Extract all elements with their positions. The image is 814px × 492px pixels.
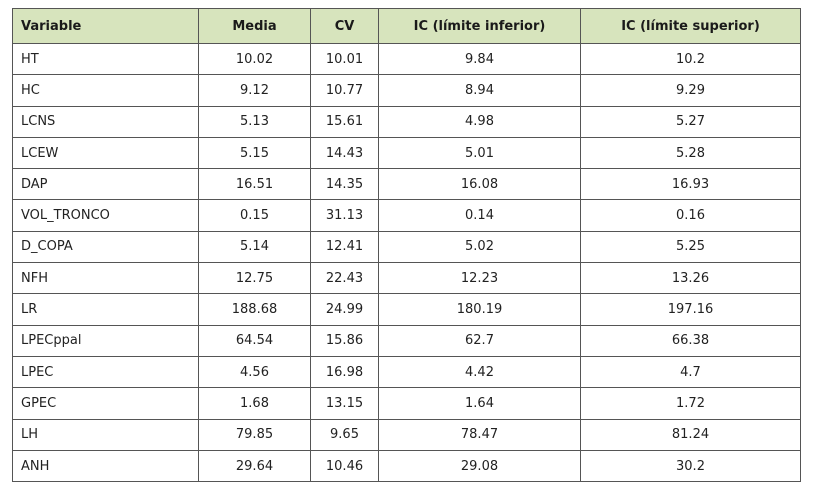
table-row: DAP 16.51 14.35 16.08 16.93 [12,168,801,201]
value-cell: 13.26 [580,262,801,295]
value-cell: 0.16 [580,199,801,232]
value-cell: 16.93 [580,168,801,201]
value-cell: 197.16 [580,293,801,326]
value-cell: 29.64 [198,449,311,483]
header-cell: IC (límite inferior) [378,8,581,44]
value-cell: 10.46 [310,449,379,483]
value-cell: 64.54 [198,324,311,357]
value-cell: 15.61 [310,105,379,138]
value-cell: 5.15 [198,136,311,170]
value-cell: 12.75 [198,262,311,295]
value-cell: 10.2 [580,42,801,76]
table-row: LR 188.68 24.99 180.19 197.16 [12,293,801,326]
value-cell: 180.19 [378,293,581,326]
table-row: HC 9.12 10.77 8.94 9.29 [12,74,801,107]
value-cell: 4.42 [378,355,581,389]
header-cell: Media [198,8,311,44]
table-row: HT 10.02 10.01 9.84 10.2 [12,42,801,76]
value-cell: 81.24 [580,418,801,451]
table-row: GPEC 1.68 13.15 1.64 1.72 [12,387,801,420]
value-cell: 0.14 [378,199,581,232]
value-cell: 9.65 [310,418,379,451]
table-row: LH 79.85 9.65 78.47 81.24 [12,418,801,451]
variable-cell: ANH [12,449,199,483]
value-cell: 14.35 [310,168,379,201]
value-cell: 12.23 [378,262,581,295]
value-cell: 78.47 [378,418,581,451]
variable-cell: GPEC [12,387,199,420]
value-cell: 14.43 [310,136,379,170]
variable-cell: LCNS [12,105,199,138]
value-cell: 1.64 [378,387,581,420]
value-cell: 5.02 [378,230,581,264]
header-row: Variable Media CV IC (límite inferior) IC (l… [12,8,801,44]
value-cell: 0.15 [198,199,311,232]
value-cell: 4.56 [198,355,311,389]
variable-cell: LPEC [12,355,199,389]
variable-cell: D_COPA [12,230,199,264]
value-cell: 5.14 [198,230,311,264]
table-container: Variable Media CV IC (límite inferior) IC (l… [12,8,801,483]
variable-cell: LH [12,418,199,451]
value-cell: 9.29 [580,74,801,107]
table-row: LCEW 5.15 14.43 5.01 5.28 [12,136,801,170]
value-cell: 22.43 [310,262,379,295]
value-cell: 10.77 [310,74,379,107]
variable-cell: VOL_TRONCO [12,199,199,232]
value-cell: 16.98 [310,355,379,389]
table-row: LCNS 5.13 15.61 4.98 5.27 [12,105,801,138]
table-row: NFH 12.75 22.43 12.23 13.26 [12,262,801,295]
variable-cell: LPECppal [12,324,199,357]
value-cell: 30.2 [580,449,801,483]
table-row: ANH 29.64 10.46 29.08 30.2 [12,449,801,483]
value-cell: 8.94 [378,74,581,107]
value-cell: 5.13 [198,105,311,138]
value-cell: 5.28 [580,136,801,170]
variable-cell: DAP [12,168,199,201]
value-cell: 24.99 [310,293,379,326]
table-row: VOL_TRONCO 0.15 31.13 0.14 0.16 [12,199,801,232]
header-cell: IC (límite superior) [580,8,801,44]
value-cell: 9.12 [198,74,311,107]
value-cell: 13.15 [310,387,379,420]
value-cell: 9.84 [378,42,581,76]
value-cell: 5.27 [580,105,801,138]
value-cell: 31.13 [310,199,379,232]
value-cell: 188.68 [198,293,311,326]
table-body: HT 10.02 10.01 9.84 10.2 HC 9.12 10.77 8.94 9.29 L… [12,42,801,483]
table-header: Variable Media CV IC (límite inferior) IC (l… [12,8,801,44]
value-cell: 16.51 [198,168,311,201]
variable-cell: HT [12,42,199,76]
value-cell: 12.41 [310,230,379,264]
table-row: LPECppal 64.54 15.86 62.7 66.38 [12,324,801,357]
value-cell: 4.7 [580,355,801,389]
value-cell: 1.68 [198,387,311,420]
value-cell: 1.72 [580,387,801,420]
variable-cell: NFH [12,262,199,295]
value-cell: 5.01 [378,136,581,170]
value-cell: 5.25 [580,230,801,264]
value-cell: 62.7 [378,324,581,357]
value-cell: 15.86 [310,324,379,357]
value-cell: 79.85 [198,418,311,451]
variable-cell: LR [12,293,199,326]
table-row: D_COPA 5.14 12.41 5.02 5.25 [12,230,801,264]
value-cell: 29.08 [378,449,581,483]
value-cell: 4.98 [378,105,581,138]
table-row: LPEC 4.56 16.98 4.42 4.7 [12,355,801,389]
variable-cell: LCEW [12,136,199,170]
value-cell: 10.01 [310,42,379,76]
value-cell: 16.08 [378,168,581,201]
header-cell: CV [310,8,379,44]
variable-cell: HC [12,74,199,107]
header-cell: Variable [12,8,199,44]
data-table: Variable Media CV IC (límite inferior) IC (l… [12,8,801,483]
value-cell: 66.38 [580,324,801,357]
value-cell: 10.02 [198,42,311,76]
